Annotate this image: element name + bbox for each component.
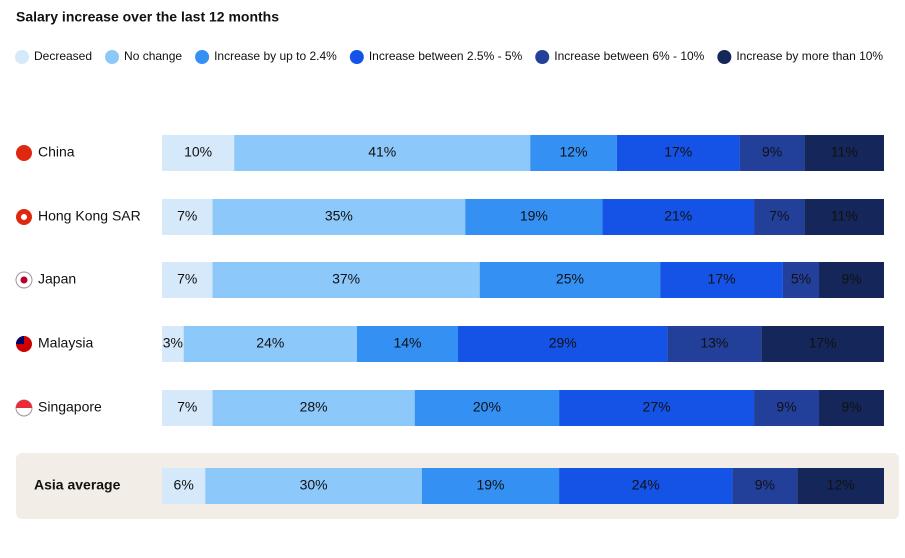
chart-title: Salary increase over the last 12 months xyxy=(16,9,279,25)
bar-segment xyxy=(559,390,755,426)
value-label: 3% xyxy=(163,335,183,351)
category-label: Malaysia xyxy=(38,335,93,351)
bar-segment xyxy=(162,390,213,426)
bar-segment xyxy=(616,135,740,171)
value-label: 11% xyxy=(831,144,858,160)
value-label: 20% xyxy=(473,399,501,415)
bar-segment xyxy=(479,262,661,298)
value-label: 29% xyxy=(549,335,577,351)
legend-label: Increase by more than 10% xyxy=(736,49,883,63)
category-label: Asia average xyxy=(34,477,121,493)
value-label: 9% xyxy=(776,399,796,415)
legend-swatch xyxy=(349,50,364,64)
value-label: 9% xyxy=(841,399,861,415)
value-label: 35% xyxy=(325,208,353,224)
category-label: Hong Kong SAR xyxy=(38,208,141,224)
value-label: 6% xyxy=(174,477,194,493)
legend-label: Decreased xyxy=(34,49,92,63)
value-label: 24% xyxy=(256,335,284,351)
value-label: 7% xyxy=(177,399,197,415)
bar-segment xyxy=(162,468,206,504)
category-label: China xyxy=(38,144,75,160)
bar-segment xyxy=(421,468,560,504)
category-label: Singapore xyxy=(38,399,102,415)
value-label: 17% xyxy=(809,335,837,351)
bar-segment xyxy=(559,468,733,504)
flags xyxy=(15,145,33,417)
bar-segment xyxy=(234,135,531,171)
value-label: 13% xyxy=(700,335,728,351)
value-label: 10% xyxy=(184,144,212,160)
value-label: 30% xyxy=(300,477,328,493)
value-label: 7% xyxy=(177,271,197,287)
category-label: Japan xyxy=(38,271,76,287)
bar-segment xyxy=(761,326,884,362)
value-label: 9% xyxy=(762,144,782,160)
bar-segment xyxy=(754,390,820,426)
value-label: 7% xyxy=(769,208,789,224)
value-label: 28% xyxy=(300,399,328,415)
bar-segment xyxy=(732,468,798,504)
flag xyxy=(16,336,24,344)
legend-swatch xyxy=(15,50,29,64)
value-label: 12% xyxy=(827,477,855,493)
bar-segment xyxy=(819,262,884,298)
bar-segment xyxy=(660,262,783,298)
value-label: 19% xyxy=(520,208,548,224)
value-label: 25% xyxy=(556,271,584,287)
bar-segment xyxy=(162,135,235,171)
bar-segment xyxy=(602,199,755,235)
legend-label: Increase between 2.5% - 5% xyxy=(369,49,523,63)
value-label: 37% xyxy=(332,271,360,287)
bar-segment xyxy=(782,262,820,298)
bar-segment xyxy=(797,468,884,504)
value-label: 9% xyxy=(755,477,775,493)
value-label: 19% xyxy=(476,477,504,493)
bar-segment xyxy=(667,326,762,362)
legend-swatch xyxy=(717,50,732,64)
legend-swatch xyxy=(535,50,550,64)
legend-label: No change xyxy=(124,49,182,63)
value-label: 7% xyxy=(177,208,197,224)
bar-segment xyxy=(212,262,480,298)
flag xyxy=(20,276,28,284)
bar-segment xyxy=(414,390,560,426)
legend-label: Increase by up to 2.4% xyxy=(214,49,337,63)
value-label: 17% xyxy=(664,144,692,160)
bar-segment xyxy=(205,468,422,504)
bar-segment xyxy=(804,199,884,235)
value-label: 24% xyxy=(632,477,660,493)
value-label: 27% xyxy=(643,399,671,415)
bar-segment xyxy=(162,199,213,235)
value-label: 17% xyxy=(708,271,736,287)
legend-swatch xyxy=(105,50,120,64)
legend-label: Increase between 6% - 10% xyxy=(554,49,704,63)
flag xyxy=(21,214,27,220)
value-label: 41% xyxy=(368,144,396,160)
bar-segment xyxy=(183,326,357,362)
bar-segment xyxy=(530,135,617,171)
legend-swatch xyxy=(195,50,210,64)
bar-segment xyxy=(804,135,884,171)
value-label: 9% xyxy=(841,271,861,287)
flag xyxy=(16,400,32,408)
value-label: 21% xyxy=(664,208,692,224)
value-label: 5% xyxy=(791,271,811,287)
value-label: 14% xyxy=(393,335,421,351)
bar-segment xyxy=(465,199,603,235)
value-label: 12% xyxy=(560,144,588,160)
bar-segment xyxy=(212,199,466,235)
bar-segment xyxy=(356,326,459,362)
bar-segment xyxy=(819,390,884,426)
bar-segment xyxy=(754,199,805,235)
bar-segment xyxy=(162,326,184,362)
bar-segment xyxy=(162,262,213,298)
bar-segment xyxy=(212,390,415,426)
flag xyxy=(16,145,32,161)
value-label: 11% xyxy=(831,208,858,224)
bar-segment xyxy=(739,135,805,171)
bar-segment xyxy=(458,326,668,362)
